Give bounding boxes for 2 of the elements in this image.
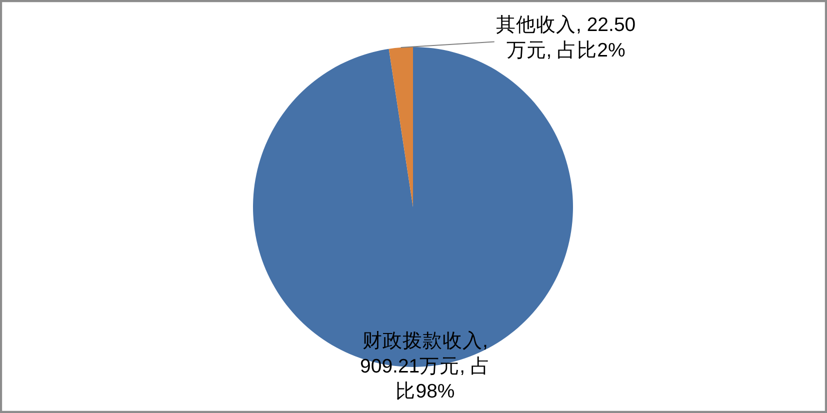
slice-label: 其他收入, 22.50万元, 占比2% [496,14,636,62]
pie-slice [388,47,413,207]
